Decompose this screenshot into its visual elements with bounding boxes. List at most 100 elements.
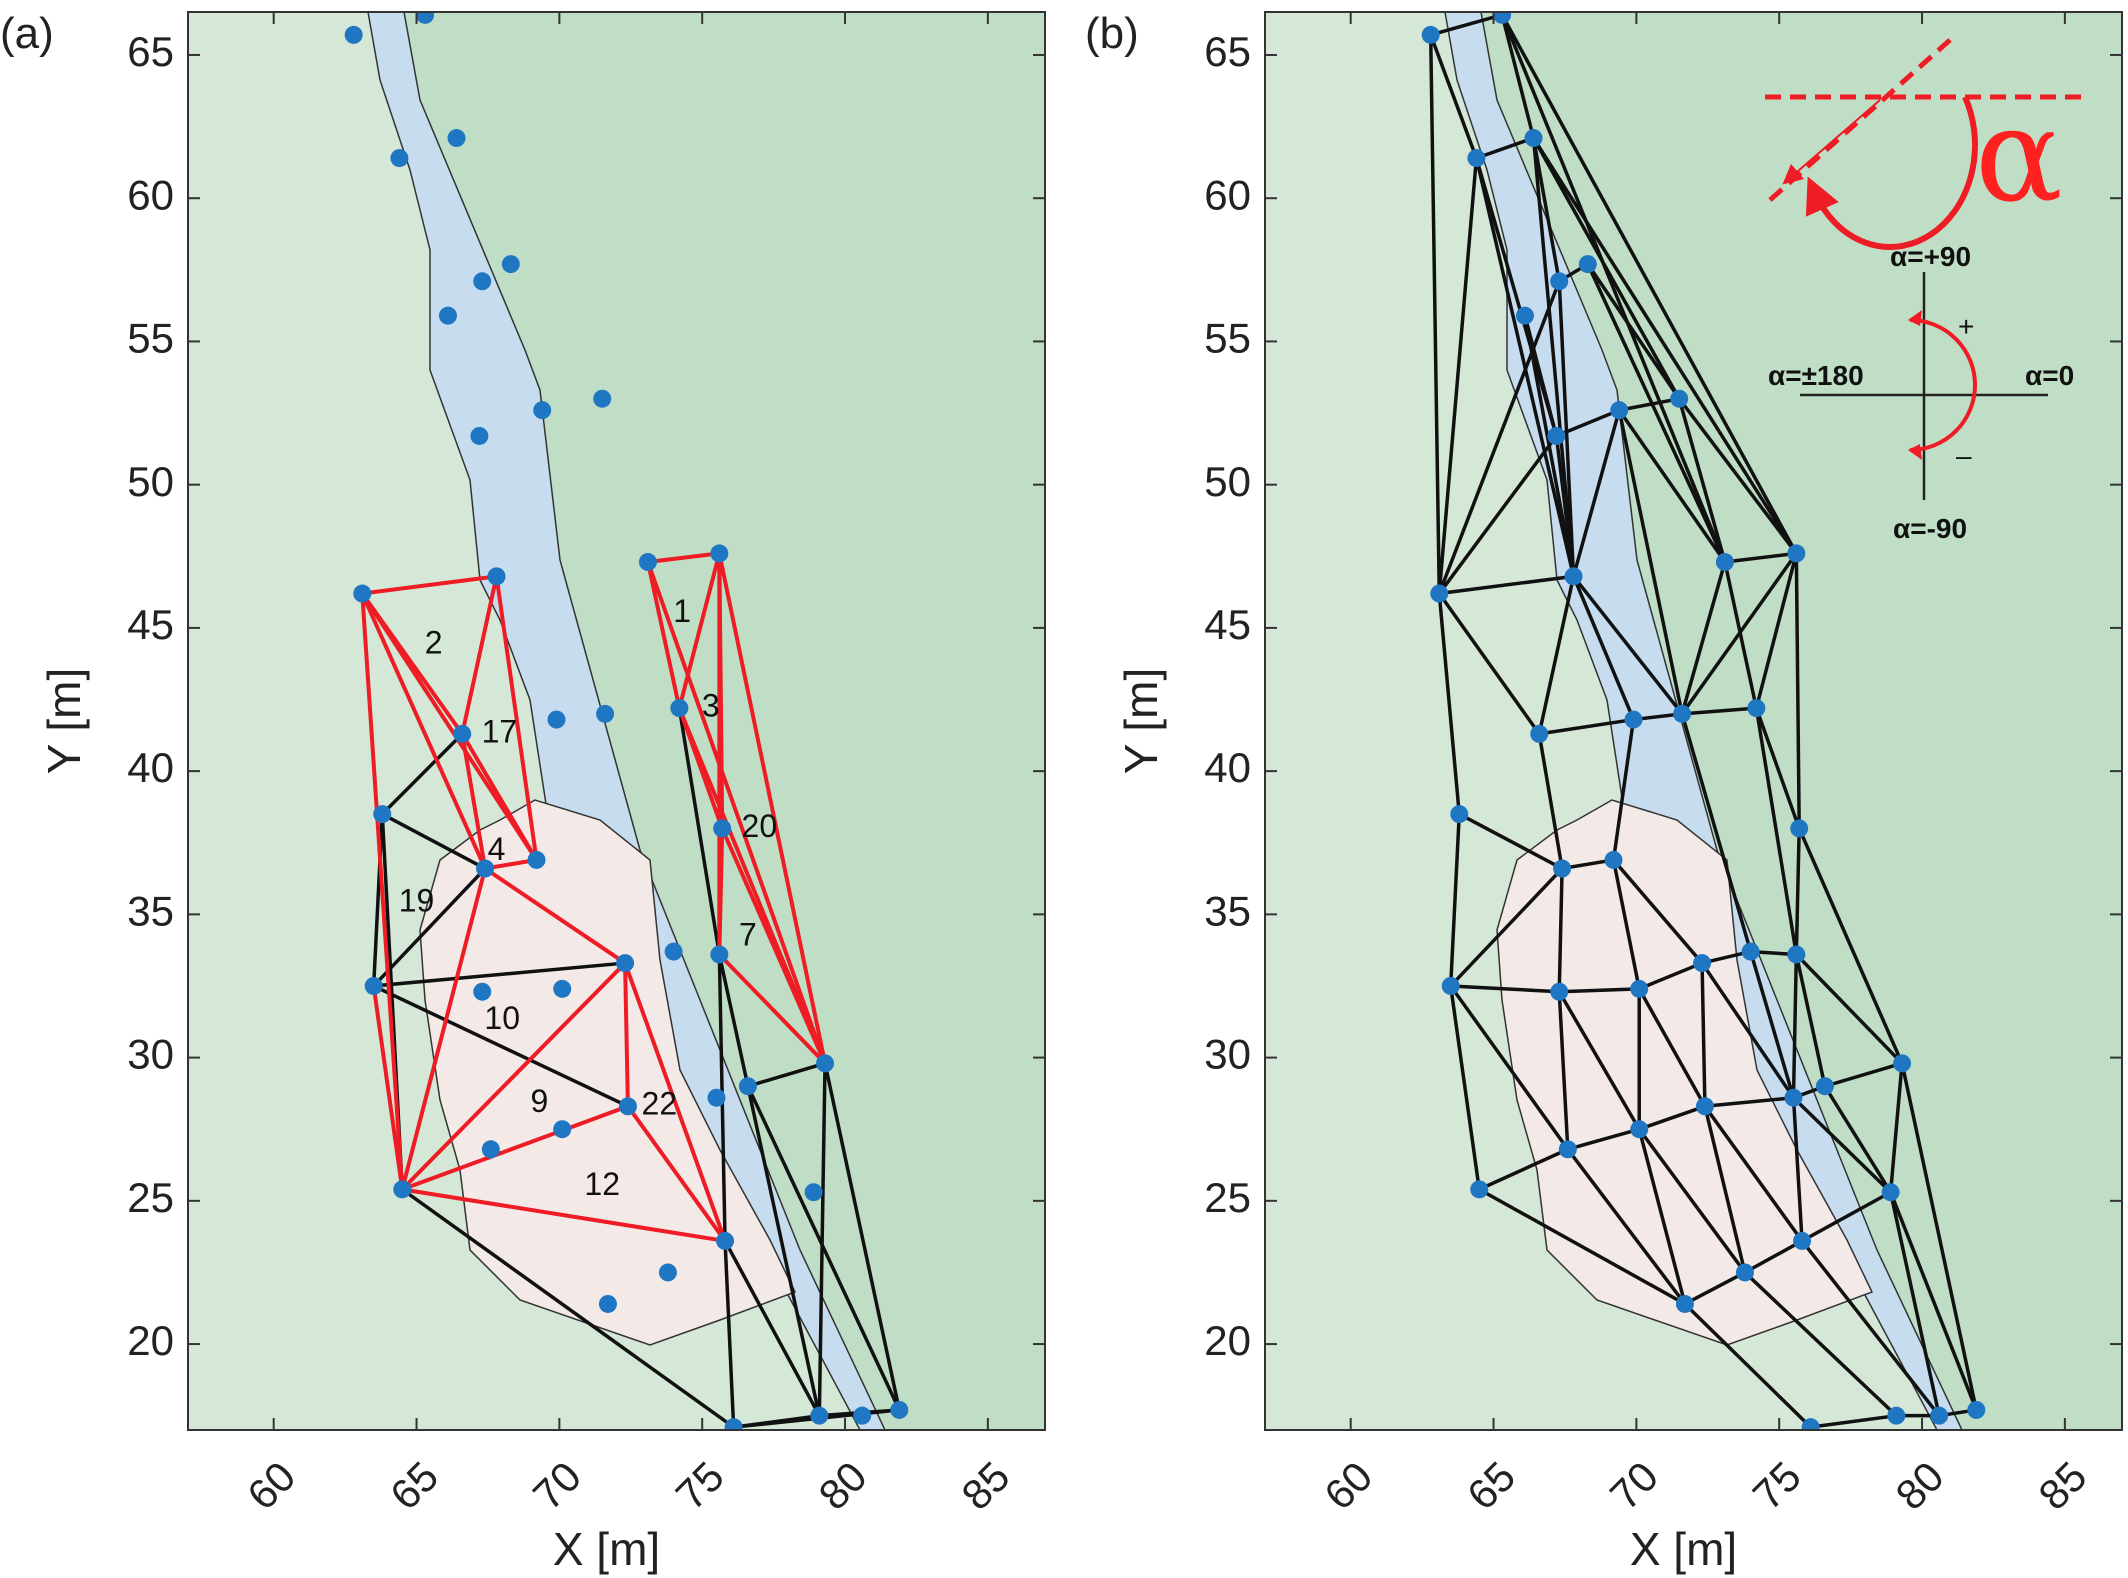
- sensor-point: [1558, 1140, 1577, 1159]
- sensor-point: [1421, 25, 1440, 44]
- sensor-point: [390, 149, 409, 168]
- network-link: [1586, 262, 1727, 564]
- panel-b-letter: (b): [1085, 9, 1139, 58]
- sensor-point: [890, 1400, 909, 1419]
- x-axis-label: X [m]: [1630, 1523, 1737, 1575]
- network-link: [1743, 1270, 1899, 1418]
- sensor-point: [658, 1263, 677, 1282]
- y-tick-label: 65: [1204, 28, 1251, 75]
- network-link: [1428, 13, 1504, 37]
- network-link: [1680, 706, 1759, 716]
- network-link: [1437, 574, 1576, 596]
- network-link: [1791, 952, 1799, 1100]
- network-link: [1500, 13, 1536, 140]
- sensor-point: [476, 859, 495, 878]
- network-link: [1537, 717, 1636, 736]
- selected-link: [717, 952, 828, 1066]
- x-tick-label: 85: [952, 1452, 1018, 1518]
- y-tick-label: 30: [1204, 1031, 1251, 1078]
- network-link: [1554, 408, 1621, 438]
- sensor-point: [344, 25, 363, 44]
- network-link: [1700, 961, 1707, 1109]
- element-label: 19: [399, 882, 435, 918]
- element-label: 17: [482, 713, 518, 749]
- network-link: [380, 812, 487, 871]
- sensor-point: [547, 710, 566, 729]
- sensor-point: [353, 584, 372, 603]
- sensor-point: [1693, 954, 1712, 973]
- x-tick-label: 75: [1744, 1452, 1810, 1518]
- sensor-point: [638, 553, 657, 572]
- network-link: [1557, 279, 1576, 579]
- selected-link: [360, 591, 405, 1192]
- network-link: [1537, 732, 1564, 871]
- sensor-point: [1741, 942, 1760, 961]
- legend-rotation-arc: [1909, 318, 1977, 452]
- sensor-point: [481, 1140, 500, 1159]
- sensor-point: [1670, 389, 1689, 408]
- y-tick-label: 40: [127, 744, 174, 791]
- network-link: [1611, 717, 1636, 862]
- panel-b-links: [1428, 13, 1979, 1429]
- sensor-point: [716, 1231, 735, 1250]
- network-link: [1680, 712, 1753, 954]
- network-link: [1637, 1104, 1707, 1131]
- panel-a-background: [188, 12, 1045, 1430]
- selected-link: [645, 560, 682, 711]
- network-link: [1703, 1095, 1796, 1109]
- network-link: [1794, 952, 1904, 1066]
- selected-link: [645, 551, 722, 565]
- sensor-point: [1967, 1400, 1986, 1419]
- sensor-point: [1553, 859, 1572, 878]
- sensor-point: [1610, 401, 1629, 420]
- legend-label-left: α=±180: [1768, 360, 1864, 391]
- selected-link: [625, 1104, 728, 1243]
- selected-link: [645, 560, 828, 1066]
- sensor-point: [393, 1180, 412, 1199]
- sensor-point: [501, 255, 520, 274]
- sensor-point: [1787, 945, 1806, 964]
- network-link: [1557, 987, 1641, 994]
- selected-link: [400, 1187, 728, 1243]
- network-link: [1823, 1084, 1893, 1194]
- network-link: [1800, 1190, 1893, 1243]
- y-tick-label: 25: [1204, 1174, 1251, 1221]
- sensor-point: [1564, 567, 1583, 586]
- network-link: [1888, 1061, 1904, 1194]
- element-label: 1: [673, 593, 691, 629]
- network-link: [1437, 591, 1541, 736]
- network-link: [1448, 984, 1561, 994]
- sensor-point: [738, 1077, 757, 1096]
- network-link: [1566, 1127, 1641, 1152]
- selected-link: [717, 551, 828, 1066]
- network-link: [1531, 136, 1681, 401]
- network-link: [1791, 1095, 1893, 1194]
- network-link: [1808, 1413, 1899, 1429]
- sensor-point: [724, 1418, 743, 1430]
- element-label: 20: [742, 808, 778, 844]
- sensor-point: [670, 699, 689, 718]
- x-tick-label: 75: [667, 1452, 733, 1518]
- selected-link: [483, 866, 628, 966]
- panel-b-points: [1421, 12, 1986, 1430]
- network-link: [677, 706, 722, 957]
- sensor-point: [1673, 704, 1692, 723]
- network-link: [1683, 1270, 1747, 1306]
- network-link: [1586, 262, 1681, 401]
- orientation-legend: α α=+90 α=-90 α=±180 α=0 + –: [1765, 38, 2085, 544]
- legend-label-top: α=+90: [1890, 241, 1971, 272]
- sensor-point: [1815, 1077, 1834, 1096]
- direction-thin-arrow: [1782, 99, 1881, 185]
- network-link: [1557, 989, 1570, 1152]
- x-tick-label: 60: [238, 1452, 304, 1518]
- sensor-point: [1930, 1406, 1949, 1425]
- selected-link: [360, 591, 539, 862]
- element-label: 7: [739, 917, 757, 953]
- network-link: [1554, 434, 1576, 579]
- panel-a-letter: (a): [0, 9, 54, 58]
- network-link: [1437, 279, 1561, 596]
- network-link: [1537, 574, 1576, 736]
- sensor-point: [1470, 1180, 1489, 1199]
